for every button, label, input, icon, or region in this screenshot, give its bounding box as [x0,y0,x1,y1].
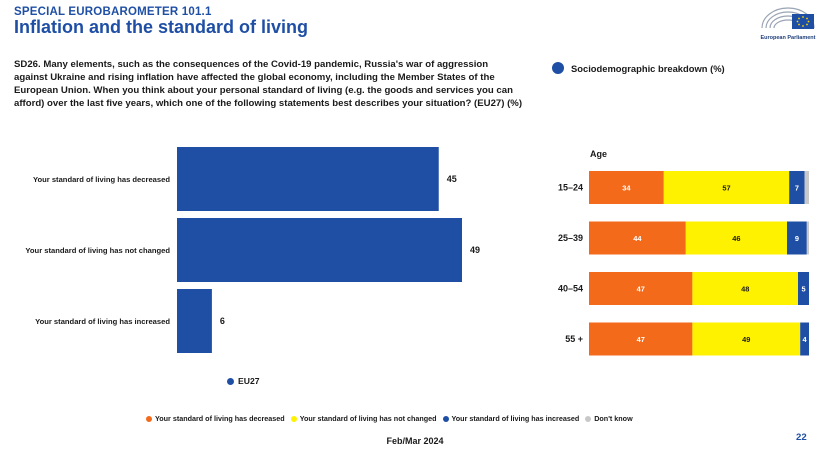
age-category-label: 15–24 [558,183,583,193]
survey-question: SD26. Many elements, such as the consequ… [14,59,523,109]
page-title: Inflation and the standard of living [14,17,309,37]
eu27-legend-label: EU27 [238,376,260,386]
age-category-label: 55 + [565,334,583,344]
age-stacked-segment [685,221,787,255]
age-segment-label: 9 [795,234,799,243]
age-stacked-segment [798,272,809,305]
eu27-category-label: Your standard of living has increased [35,317,170,326]
age-segment-label: 57 [722,184,730,193]
age-category-label: 25–39 [558,233,583,243]
age-segment-label: 48 [741,285,749,294]
age-stacked-segment [804,171,809,204]
socio-heading: Sociodemographic breakdown (%) [552,62,725,74]
legend-dot-icon [290,415,297,422]
age-stacked-segment [589,322,693,356]
legend-item-not-changed: Your standard of living has not changed [290,414,437,423]
eu27-bar [177,289,212,353]
legend-label: Your standard of living has not changed [299,414,437,423]
eu27-legend-dot-icon [227,377,234,385]
eu27-legend: EU27 [227,376,260,386]
age-segment-label: 47 [637,285,645,294]
eu27-bar [177,218,462,282]
legend-label: Don't know [594,414,633,423]
legend-item-dont-know: Don't know [585,414,633,423]
legend-dot-icon [146,415,152,422]
legend-label: Your standard of living has decreased [155,414,285,423]
age-stacked-segment [589,272,693,305]
eu27-category-label: Your standard of living has decreased [33,175,170,184]
age-stacked-segment [789,171,805,204]
logo-text: European Parliament [760,35,816,41]
breakdown-legend: Your standard of living has decreased Yo… [146,414,639,423]
page-number: 22 [796,432,807,443]
age-segment-label: 47 [637,335,645,344]
age-segment-label: 44 [633,234,642,243]
age-segment-label: 46 [732,234,740,243]
age-segment-label: 4 [803,335,808,344]
parliament-hemicycle-icon [761,7,815,29]
age-stacked-segment [787,221,807,255]
eu27-value-label: 49 [470,245,480,255]
age-stacked-segment [589,221,686,255]
age-segment-label: 5 [801,285,805,294]
legend-label: Your standard of living has increased [451,414,580,423]
age-stacked-segment [589,171,664,204]
age-segment-label: 34 [622,184,631,193]
eu27-value-label: 6 [220,316,225,326]
eu27-category-label: Your standard of living has not changed [25,246,170,255]
age-stacked-segment [692,322,801,356]
age-chart-title: Age [590,149,607,159]
age-segment-label: 7 [795,184,799,193]
age-stacked-segment [806,221,809,255]
legend-dot-icon [442,415,449,422]
age-stacked-segment [663,171,790,204]
age-stacked-segment [800,322,809,356]
european-parliament-logo: European Parliament [758,4,818,44]
legend-dot-icon [585,415,592,422]
legend-item-increased: Your standard of living has increased [442,414,580,423]
legend-item-decreased: Your standard of living has decreased [146,414,285,423]
eu27-bar [177,147,439,211]
age-segment-label: 49 [742,335,750,344]
eu27-value-label: 45 [447,174,457,184]
age-stacked-segment [692,272,798,305]
age-category-label: 40–54 [558,284,583,294]
report-supertitle: SPECIAL EUROBAROMETER 101.1 [14,6,212,18]
socio-dot-icon [552,62,564,74]
socio-heading-label: Sociodemographic breakdown (%) [571,62,725,74]
fieldwork-date: Feb/Mar 2024 [386,436,444,446]
